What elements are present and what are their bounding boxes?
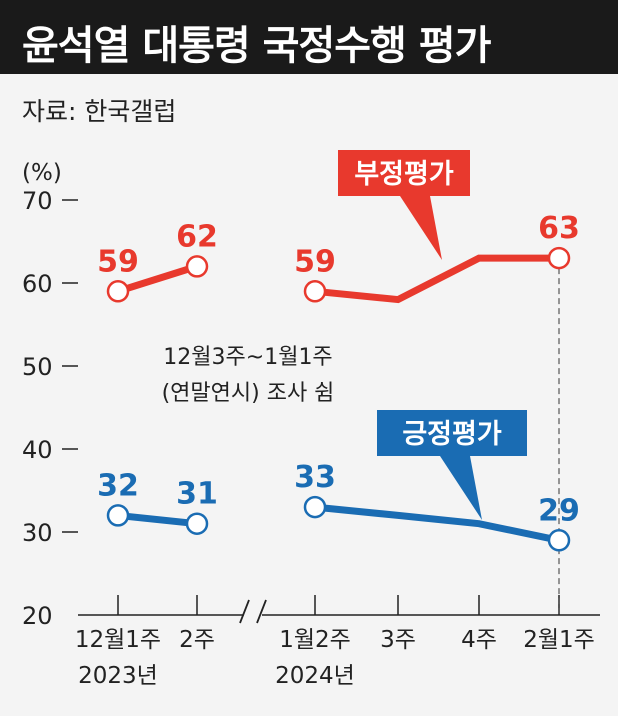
legend-box	[338, 150, 470, 196]
data-label: 31	[176, 477, 218, 512]
x-tick-label: 1월2주	[279, 627, 351, 653]
legend-box	[377, 410, 527, 456]
y-tick-label: 20	[22, 602, 53, 630]
data-point	[547, 529, 571, 552]
x-tick-label: 3주	[380, 627, 416, 653]
data-point	[106, 504, 130, 527]
x-tick-label: 2주	[179, 627, 215, 653]
y-tick-label: 60	[22, 270, 53, 298]
gap-annotation-line: 12월3주~1월1주	[163, 345, 332, 370]
y-tick-label: 40	[22, 436, 53, 464]
data-label: 29	[538, 493, 580, 528]
data-point	[185, 512, 209, 535]
series-line	[314, 254, 559, 304]
data-label: 33	[294, 460, 336, 495]
year-label: 2024년	[275, 663, 355, 689]
y-tick-label: 70	[22, 187, 53, 215]
page-title: 윤석열 대통령 국정수행 평가	[22, 23, 491, 69]
data-point	[106, 280, 130, 303]
y-tick-label: 50	[22, 353, 53, 381]
x-tick-label: 12월1주	[75, 627, 161, 653]
series-line	[314, 503, 560, 544]
gap-annotation-line: (연말연시) 조사 쉼	[162, 381, 335, 406]
data-label: 62	[176, 219, 218, 254]
legend-pointer	[440, 456, 482, 520]
legend-label: 부정평가	[354, 159, 454, 190]
data-label: 59	[294, 244, 336, 279]
series-line	[116, 263, 199, 295]
series-line	[117, 511, 198, 528]
axis-break-mark	[239, 599, 250, 624]
data-point	[547, 246, 571, 270]
data-point	[303, 495, 327, 519]
axis-layer: (%)70 60 50 40 30 20 12월1주 2주 1월2주 3주 4주 2월1주 2023년 2…	[22, 160, 600, 689]
axis-break-mark	[256, 599, 267, 624]
legend-label: 긍정평가	[402, 419, 502, 450]
label-layer: 12월3주~1월1주 (연말연시) 조사 쉼 59 62 59 63 32 31 33 29 부정평…	[97, 150, 580, 528]
data-point	[303, 280, 327, 303]
y-tick-label: 30	[22, 519, 53, 547]
x-tick-label: 2월1주	[523, 627, 595, 653]
data-label: 63	[538, 211, 580, 246]
source-label: 자료: 한국갤럽	[22, 97, 177, 126]
y-axis-unit-label: (%)	[22, 160, 62, 186]
data-point	[185, 255, 209, 278]
legend-pointer	[400, 196, 442, 260]
year-label: 2023년	[78, 663, 158, 689]
data-label: 32	[97, 468, 139, 503]
data-label: 59	[97, 244, 139, 279]
series-layer	[106, 246, 571, 552]
title-bar: 윤석열 대통령 국정수행 평가	[0, 0, 618, 74]
x-tick-label: 4주	[461, 627, 497, 653]
